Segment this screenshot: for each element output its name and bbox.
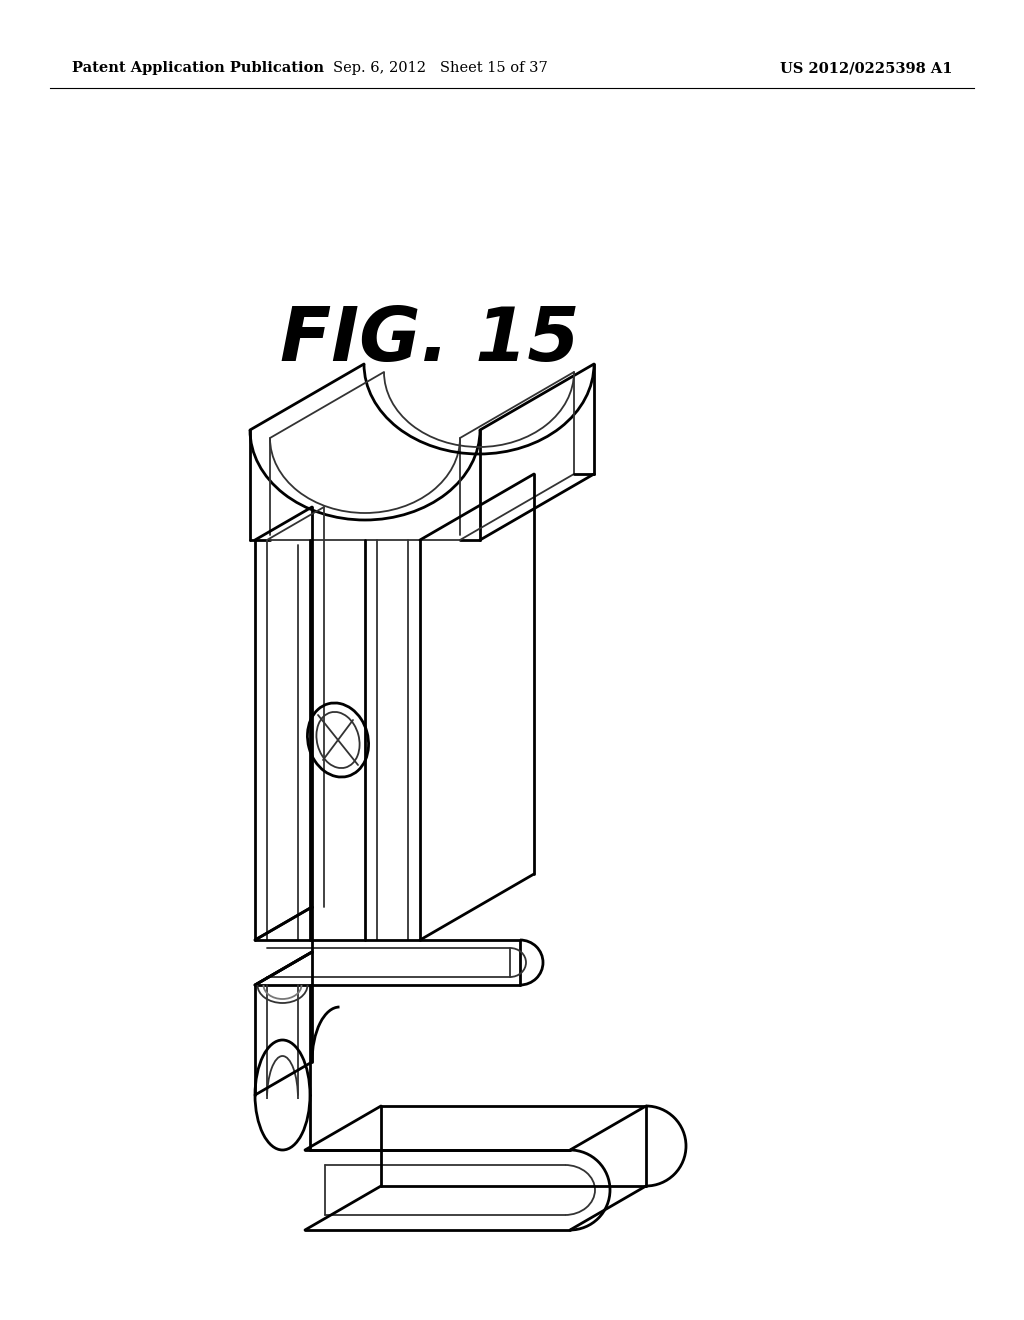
Text: Sep. 6, 2012   Sheet 15 of 37: Sep. 6, 2012 Sheet 15 of 37: [333, 61, 548, 75]
Text: US 2012/0225398 A1: US 2012/0225398 A1: [779, 61, 952, 75]
Text: FIG. 15: FIG. 15: [281, 304, 580, 376]
Text: Patent Application Publication: Patent Application Publication: [72, 61, 324, 75]
